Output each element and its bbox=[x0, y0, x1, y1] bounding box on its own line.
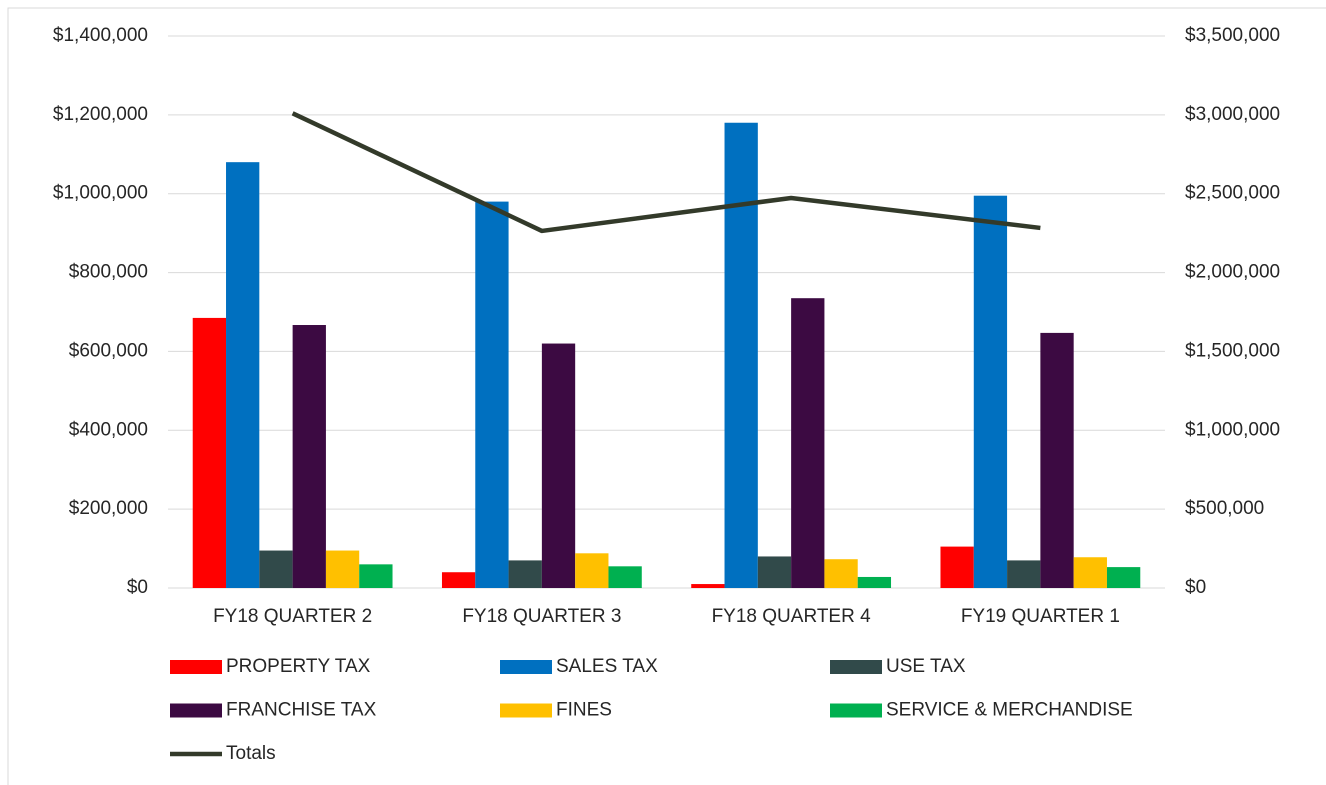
y2-tick-label: $3,500,000 bbox=[1185, 25, 1280, 46]
bar bbox=[973, 195, 1008, 588]
y2-tick-label: $1,500,000 bbox=[1185, 340, 1280, 361]
line bbox=[291, 111, 1041, 234]
bar bbox=[541, 343, 576, 588]
x-tick-label: FY18 QUARTER 4 bbox=[712, 606, 872, 627]
y2-tick-label: $1,000,000 bbox=[1185, 419, 1280, 440]
y-tick-label: $800,000 bbox=[69, 262, 148, 283]
bar bbox=[441, 572, 476, 588]
bar bbox=[359, 564, 393, 588]
legend-swatch bbox=[830, 660, 882, 674]
y2-tick-label: $500,000 bbox=[1185, 498, 1264, 519]
y-tick-label: $1,000,000 bbox=[53, 183, 148, 204]
bar bbox=[192, 317, 227, 588]
legend-label: FRANCHISE TAX bbox=[226, 700, 377, 721]
y2-tick-label: $3,000,000 bbox=[1185, 104, 1280, 125]
y-tick-label: $200,000 bbox=[69, 498, 148, 519]
legend-swatch bbox=[500, 660, 552, 674]
bar bbox=[1007, 560, 1041, 588]
legend-label: SALES TAX bbox=[556, 656, 658, 677]
bar bbox=[857, 576, 892, 588]
bar bbox=[226, 162, 260, 588]
bar bbox=[757, 556, 792, 588]
bar bbox=[575, 553, 609, 588]
y-tick-label: $400,000 bbox=[69, 419, 148, 440]
chart-frame bbox=[7, 7, 1326, 785]
x-tick-label: FY18 QUARTER 3 bbox=[462, 606, 621, 627]
bar bbox=[1040, 332, 1074, 588]
legend-swatch bbox=[500, 703, 552, 718]
y-tick-label: $1,200,000 bbox=[53, 104, 148, 125]
legend-label: SERVICE & MERCHANDISE bbox=[886, 700, 1133, 721]
bar bbox=[1073, 557, 1107, 588]
bar bbox=[325, 550, 360, 588]
legend-label: PROPERTY TAX bbox=[226, 656, 371, 677]
y-tick-label: $0 bbox=[127, 577, 148, 598]
bar bbox=[508, 560, 542, 588]
x-tick-label: FY18 QUARTER 2 bbox=[213, 606, 372, 627]
legend-swatch bbox=[170, 660, 222, 674]
y2-tick-label: $2,000,000 bbox=[1185, 262, 1280, 283]
legend-swatch bbox=[830, 703, 882, 718]
y2-tick-label: $0 bbox=[1185, 577, 1206, 598]
bar bbox=[292, 325, 326, 588]
bar bbox=[1106, 567, 1141, 588]
y2-tick-label: $2,500,000 bbox=[1185, 183, 1280, 204]
bar bbox=[259, 550, 293, 588]
bar bbox=[608, 566, 642, 588]
legend-label: Totals bbox=[226, 743, 276, 764]
y-tick-label: $1,400,000 bbox=[53, 25, 148, 46]
legend-label: USE TAX bbox=[886, 656, 966, 677]
bar bbox=[940, 546, 974, 588]
bar bbox=[691, 584, 725, 588]
y-tick-label: $600,000 bbox=[69, 340, 148, 361]
x-tick-label: FY19 QUARTER 1 bbox=[961, 606, 1120, 627]
legend-label: FINES bbox=[556, 700, 612, 721]
bar bbox=[475, 201, 509, 588]
bar bbox=[824, 559, 858, 588]
bar bbox=[724, 122, 758, 588]
bar bbox=[791, 298, 825, 588]
legend-swatch bbox=[170, 703, 222, 718]
